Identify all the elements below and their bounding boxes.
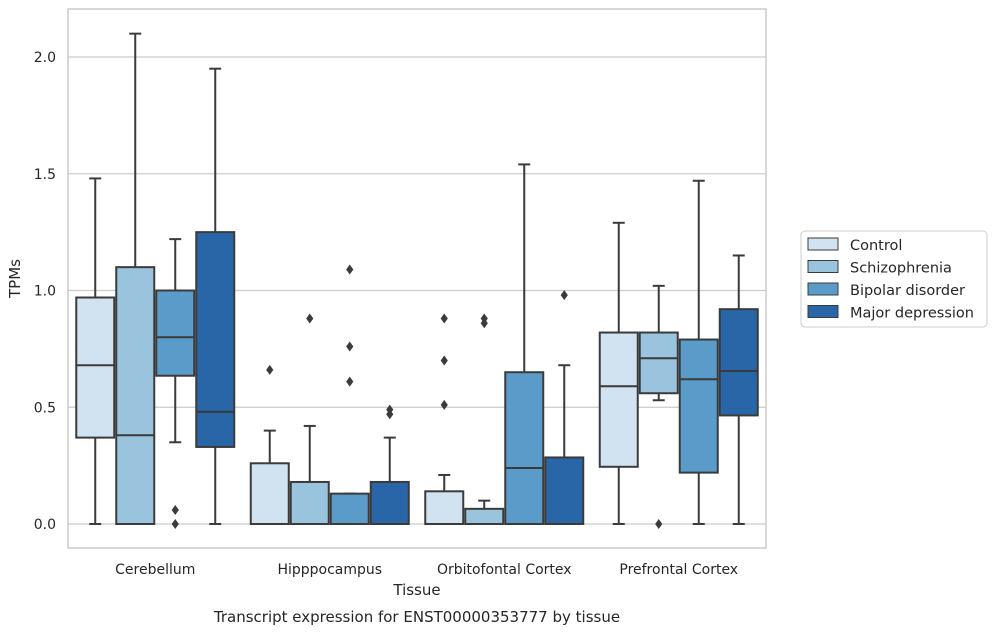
box-bipolar-disorder — [155, 238, 196, 529]
outlier-point — [560, 290, 568, 301]
boxes — [75, 32, 759, 529]
box — [464, 507, 505, 526]
legend: Control Schizophrenia Bipolar disorder Majo… — [800, 230, 988, 328]
legend-swatch — [807, 305, 839, 318]
box — [504, 371, 545, 525]
y-axis-label: TPMs — [6, 259, 24, 299]
legend-label: Control — [850, 238, 902, 254]
box-control — [249, 364, 290, 526]
y-tick-label: 0.0 — [34, 517, 56, 533]
x-tick-label: Orbitofontal Cortex — [437, 562, 572, 578]
legend-swatch — [807, 237, 839, 251]
box — [115, 266, 156, 525]
outlier-point — [171, 519, 179, 529]
box — [544, 456, 585, 526]
outlier-point — [171, 504, 179, 515]
legend-label: Major depression — [850, 306, 974, 322]
box-major-depression — [195, 67, 236, 525]
outlier-point — [346, 376, 354, 387]
x-tick-label: Prefrontal Cortex — [619, 562, 738, 578]
outlier-point — [386, 404, 394, 415]
y-tick-label: 1.0 — [34, 284, 56, 300]
box — [424, 490, 465, 525]
legend-label: Bipolar disorder — [850, 283, 965, 299]
outlier-point — [266, 364, 274, 375]
outlier-point — [480, 313, 488, 324]
box-schizophrenia — [289, 313, 330, 525]
box-control — [424, 313, 465, 525]
box — [329, 492, 370, 525]
box-major-depression — [544, 290, 585, 526]
chart-caption: Transcript expression for ENST0000035377… — [213, 608, 620, 626]
x-tick-label: Hipppocampus — [277, 562, 382, 578]
outlier-point — [655, 519, 663, 529]
legend-swatch — [807, 282, 839, 296]
y-tick-label: 2.0 — [34, 50, 56, 66]
box-bipolar-disorder — [504, 163, 545, 525]
outlier-point — [306, 313, 314, 324]
y-tick-label: 1.5 — [34, 167, 56, 183]
box — [369, 480, 410, 525]
y-tick-labels: 0.0 0.5 1.0 1.5 2.0 — [34, 50, 56, 533]
box — [75, 296, 116, 439]
box — [638, 331, 679, 395]
box-major-depression — [369, 404, 410, 525]
outlier-point — [346, 341, 354, 352]
outlier-point — [440, 399, 448, 410]
x-tick-labels: Cerebellum Hipppocampus Orbitofontal Corte… — [115, 562, 738, 578]
box-control — [75, 177, 116, 525]
box — [289, 480, 330, 525]
legend-label: Schizophrenia — [850, 261, 952, 277]
outlier-point — [440, 313, 448, 324]
legend-frame — [800, 230, 988, 328]
box-major-depression — [718, 254, 759, 525]
outlier-point — [440, 355, 448, 366]
box — [195, 231, 236, 448]
box — [678, 338, 719, 474]
box-bipolar-disorder — [329, 264, 370, 525]
box-schizophrenia — [464, 313, 505, 526]
y-tick-label: 0.5 — [34, 400, 56, 416]
legend-swatch — [807, 260, 839, 273]
box — [155, 289, 196, 377]
outlier-point — [346, 264, 354, 275]
box-schizophrenia — [638, 284, 679, 529]
plot-frame — [67, 8, 767, 549]
x-tick-label: Cerebellum — [115, 562, 195, 578]
x-axis-label: Tissue — [392, 581, 440, 599]
box-bipolar-disorder — [678, 179, 719, 525]
box — [598, 331, 639, 468]
box — [249, 462, 290, 526]
box — [718, 308, 759, 417]
box-control — [598, 221, 639, 525]
box-schizophrenia — [115, 32, 156, 525]
